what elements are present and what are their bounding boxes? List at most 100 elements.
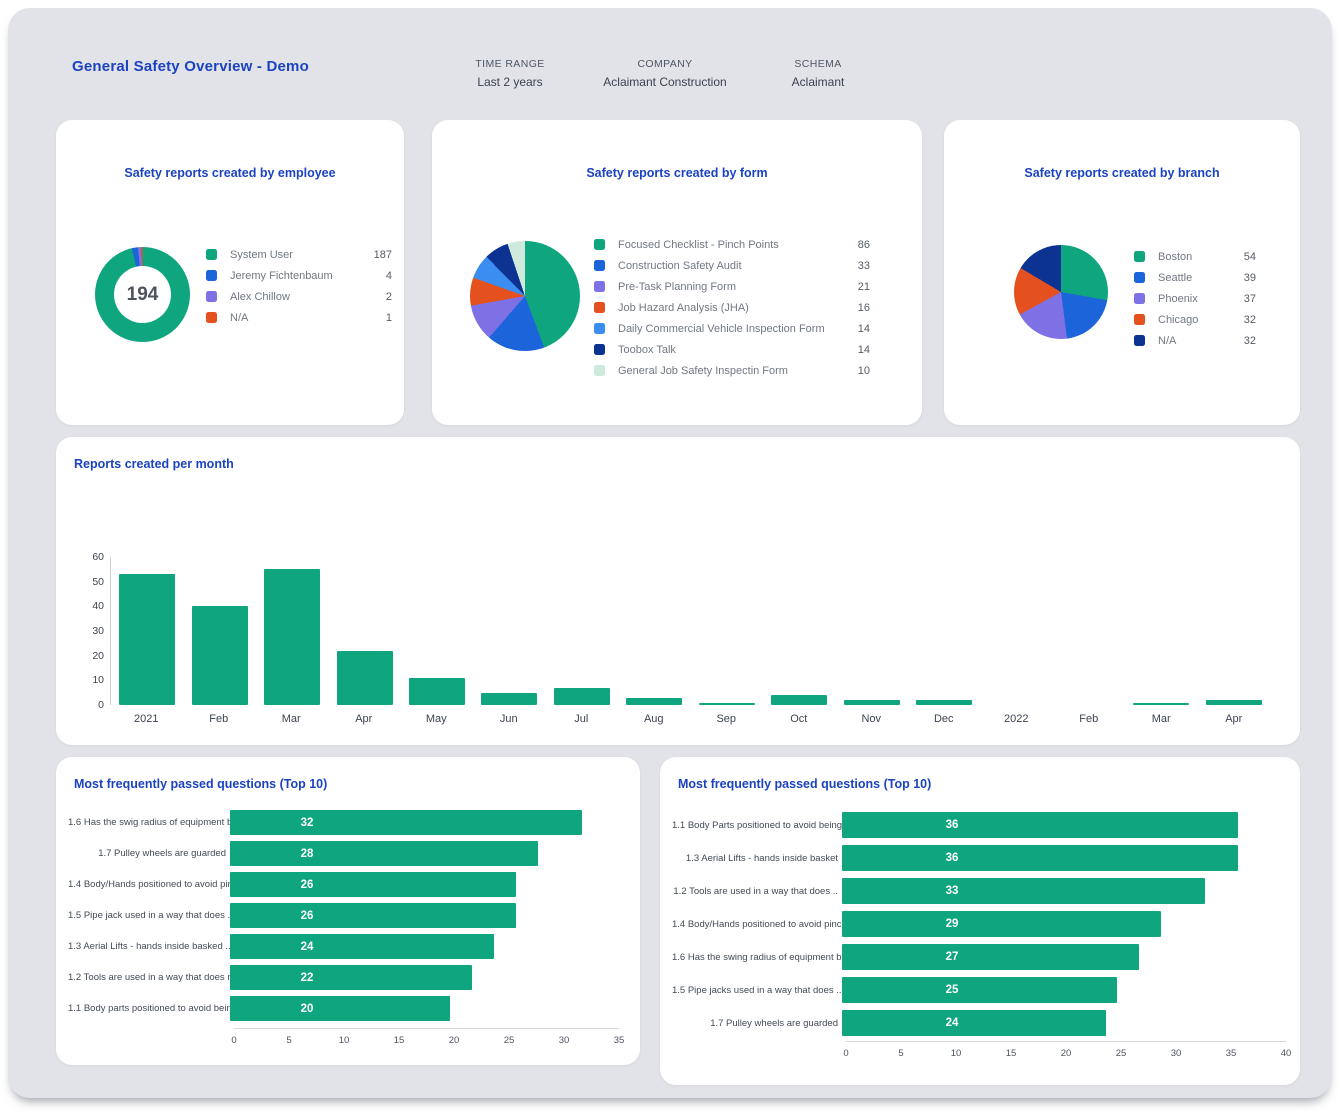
legend-item[interactable]: General Job Safety Inspectin Form 10: [594, 360, 870, 381]
bar[interactable]: [842, 944, 1139, 970]
legend-value: 187: [373, 248, 392, 261]
bar[interactable]: [626, 697, 683, 705]
legend-swatch: [594, 323, 605, 334]
legend-item[interactable]: Toobox Talk 14: [594, 339, 870, 360]
question-row: 1.1 Body Parts positioned to avoid being…: [672, 812, 1282, 838]
question-label: 1.1 Body Parts positioned to avoid being: [672, 819, 842, 831]
bar-value-label: 36: [945, 852, 959, 864]
legend-item[interactable]: Phoenix 37: [1134, 288, 1256, 309]
bar[interactable]: [553, 687, 610, 705]
legend-item[interactable]: N/A 32: [1134, 330, 1256, 351]
bar-track: 26: [230, 903, 615, 928]
legend-label: Seattle: [1158, 271, 1193, 284]
bar[interactable]: [230, 872, 517, 897]
legend-item[interactable]: N/A 1: [206, 307, 392, 328]
branch-pie-chart[interactable]: [1014, 245, 1108, 339]
form-pie-chart[interactable]: [470, 241, 580, 351]
question-row: 1.4 Body/Hands positioned to avoid pinch…: [68, 872, 615, 897]
legend-item[interactable]: Construction Safety Audit 33: [594, 255, 870, 276]
bar-slot: [835, 700, 907, 705]
bar[interactable]: [916, 700, 973, 705]
question-label: 1.5 Pipe jacks used in a way that does .…: [672, 984, 842, 996]
x-tick-label: Feb: [1079, 713, 1099, 725]
legend-value: 37: [1243, 292, 1256, 305]
legend-value: 32: [1243, 313, 1256, 326]
legend-value: 33: [857, 259, 870, 272]
filter-label: COMPANY: [637, 58, 693, 70]
bar[interactable]: [771, 695, 828, 705]
bar[interactable]: [842, 977, 1117, 1003]
bar-slot: [256, 569, 328, 705]
x-tick-label: Mar: [1151, 713, 1171, 725]
bar[interactable]: [119, 574, 176, 705]
bar[interactable]: [191, 606, 248, 705]
filter-time-range[interactable]: TIME RANGE Last 2 years: [440, 58, 580, 89]
bar[interactable]: [842, 911, 1161, 937]
bar[interactable]: [230, 841, 538, 866]
bar[interactable]: [230, 903, 517, 928]
question-row: 1.2 Tools are used in a way that does no…: [68, 965, 615, 990]
y-tick-label: 10: [92, 674, 104, 687]
bar-slot: [111, 574, 183, 705]
bar[interactable]: [842, 845, 1238, 871]
bar[interactable]: [230, 810, 582, 835]
legend-item[interactable]: System User 187: [206, 244, 392, 265]
legend-label: System User: [230, 248, 293, 261]
question-row: 1.7 Pulley wheels are guarded 24: [672, 1010, 1282, 1036]
question-row: 1.6 Has the swing radius of equipment be…: [672, 944, 1282, 970]
bar[interactable]: [408, 677, 465, 705]
bar-track: 20: [230, 996, 615, 1021]
filter-label: SCHEMA: [794, 58, 842, 70]
bar[interactable]: [230, 965, 472, 990]
bar[interactable]: [842, 812, 1238, 838]
legend-item[interactable]: Seattle 39: [1134, 267, 1256, 288]
filter-schema[interactable]: SCHEMA Aclaimant: [758, 58, 878, 89]
bar-slot: [908, 700, 980, 705]
question-label: 1.2 Tools are used in a way that does no…: [68, 972, 230, 983]
employee-donut-chart[interactable]: 194: [95, 247, 190, 342]
question-row: 1.7 Pulley wheels are guarded 28: [68, 841, 615, 866]
bar[interactable]: [698, 702, 755, 705]
legend-item[interactable]: Boston 54: [1134, 246, 1256, 267]
legend-swatch: [594, 365, 605, 376]
bar[interactable]: [264, 569, 321, 705]
x-tick-label: Sep: [716, 713, 737, 725]
x-tick-label: 2022: [1004, 713, 1029, 725]
filter-value: Last 2 years: [477, 75, 543, 89]
question-row: 1.6 Has the swig radius of equipment be 3…: [68, 810, 615, 835]
legend-item[interactable]: Daily Commercial Vehicle Inspection Form…: [594, 318, 870, 339]
passed-right-bars: 1.1 Body Parts positioned to avoid being…: [672, 812, 1282, 1043]
bar[interactable]: [336, 650, 393, 705]
legend-item[interactable]: Focused Checklist - Pinch Points 86: [594, 234, 870, 255]
legend-item[interactable]: Job Hazard Analysis (JHA) 16: [594, 297, 870, 318]
x-tick-label: 2021: [134, 713, 159, 725]
bar[interactable]: [1205, 700, 1262, 705]
chart-title-passed-right: Most frequently passed questions (Top 10…: [678, 777, 932, 791]
card-reports-by-form: Safety reports created by form Focused C…: [432, 120, 922, 425]
legend-item[interactable]: Alex Chillow 2: [206, 286, 392, 307]
bar-slot: [618, 697, 690, 705]
legend-item[interactable]: Chicago 32: [1134, 309, 1256, 330]
bar[interactable]: [843, 700, 900, 705]
bar[interactable]: [842, 1010, 1106, 1036]
legend-item[interactable]: Pre-Task Planning Form 21: [594, 276, 870, 297]
bar[interactable]: [230, 934, 494, 959]
filter-value: Aclaimant Construction: [603, 75, 727, 89]
bar[interactable]: [481, 692, 538, 705]
question-row: 1.3 Aerial Lifts - hands inside basket 36: [672, 845, 1282, 871]
bar[interactable]: [1133, 702, 1190, 705]
bar-track: 33: [842, 878, 1282, 904]
bar-track: 28: [230, 841, 615, 866]
x-tick-label: 15: [393, 1035, 405, 1046]
x-tick-label: 15: [1005, 1048, 1017, 1059]
legend-item[interactable]: Jeremy Fichtenbaum 4: [206, 265, 392, 286]
legend-swatch: [594, 260, 605, 271]
bar[interactable]: [842, 878, 1205, 904]
y-tick-label: 0: [98, 699, 104, 711]
bar-track: 36: [842, 845, 1282, 871]
bar-slot: [401, 677, 473, 705]
bar-track: 32: [230, 810, 615, 835]
bar[interactable]: [230, 996, 450, 1021]
filter-company[interactable]: COMPANY Aclaimant Construction: [585, 58, 745, 89]
x-tick-label: 30: [558, 1035, 570, 1046]
